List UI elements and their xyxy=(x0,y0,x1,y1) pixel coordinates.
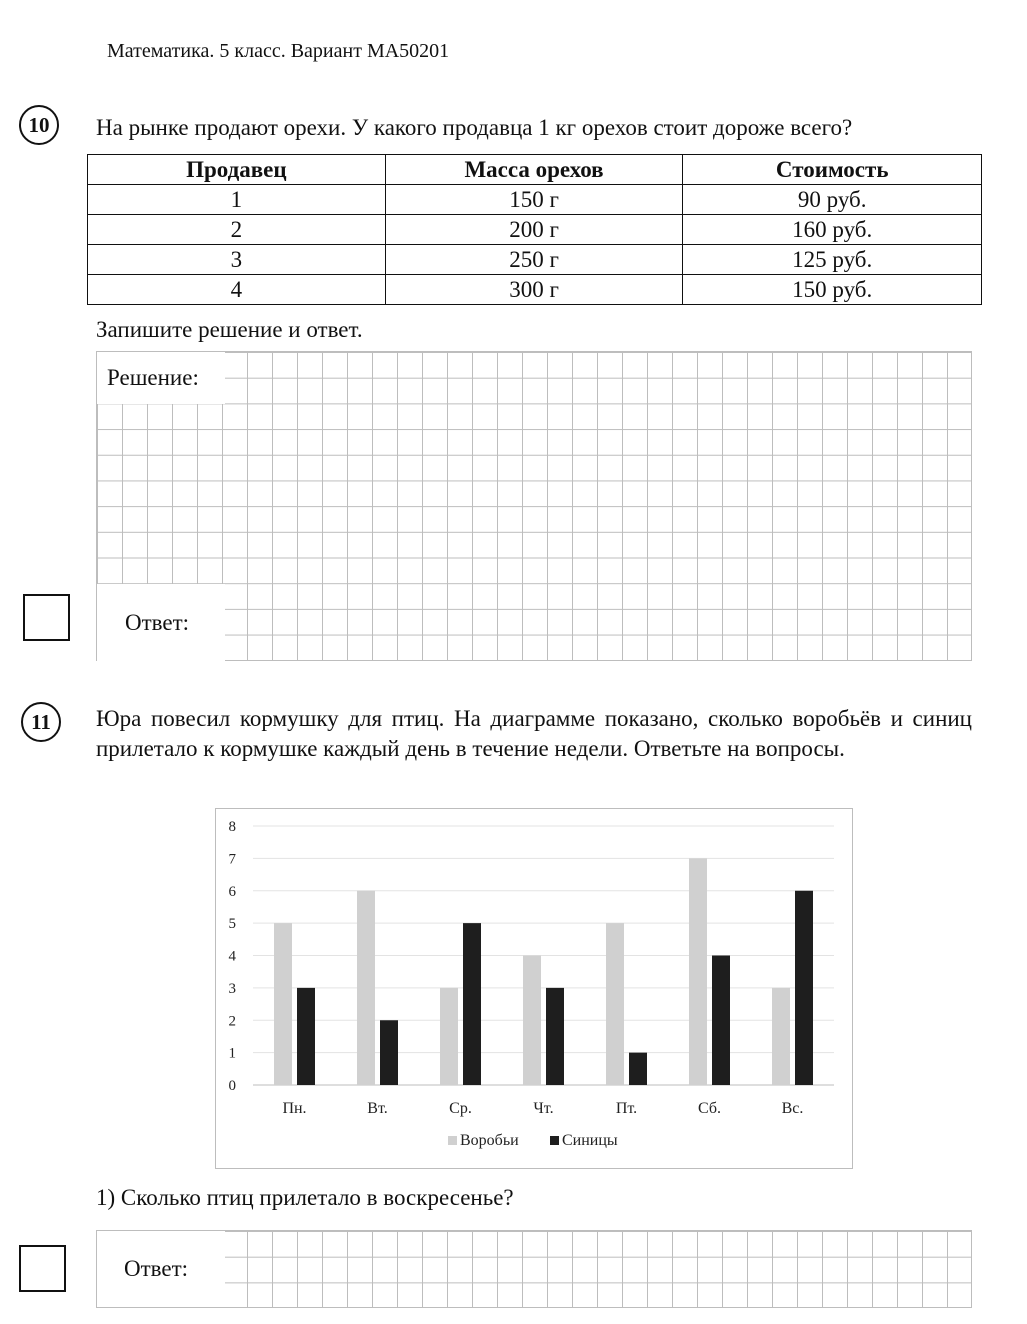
table-row: 3 250 г 125 руб. xyxy=(87,244,982,275)
solution-grid[interactable]: Решение: Ответ: xyxy=(96,351,972,661)
x-tick-label: Чт. xyxy=(533,1100,553,1117)
y-tick-label: 7 xyxy=(229,851,237,867)
answer-label-11: Ответ: xyxy=(97,1231,225,1307)
table-header-row: Продавец Масса орехов Стоимость xyxy=(87,154,982,185)
table-cell: 90 руб. xyxy=(682,184,982,215)
table-cell: 150 руб. xyxy=(682,274,982,305)
column-header-cost: Стоимость xyxy=(682,154,982,185)
table-cell: 150 г xyxy=(384,184,684,215)
column-header-mass: Масса орехов xyxy=(384,154,684,185)
legend-label: Синицы xyxy=(562,1132,618,1149)
table-row: 1 150 г 90 руб. xyxy=(87,184,982,215)
bar-tits xyxy=(712,955,730,1085)
bar-sparrows xyxy=(440,987,458,1085)
x-tick-label: Сб. xyxy=(698,1100,721,1117)
legend-label: Воробьи xyxy=(460,1132,519,1149)
table-cell: 3 xyxy=(87,244,386,275)
table-cell: 2 xyxy=(87,214,386,245)
bar-tits xyxy=(795,890,813,1085)
score-box-11[interactable] xyxy=(19,1245,66,1292)
bar-tits xyxy=(546,987,564,1085)
x-tick-label: Вт. xyxy=(367,1100,387,1117)
sellers-table: Продавец Масса орехов Стоимость 1 150 г … xyxy=(87,154,982,305)
x-tick-label: Пн. xyxy=(282,1100,306,1117)
table-cell: 250 г xyxy=(384,244,684,275)
y-tick-label: 2 xyxy=(229,1013,237,1029)
table-cell: 1 xyxy=(87,184,386,215)
bar-tits xyxy=(463,923,481,1085)
question-11-text: Юра повесил кормушку для птиц. На диагра… xyxy=(96,706,972,761)
x-tick-label: Ср. xyxy=(449,1100,472,1117)
legend-swatch xyxy=(550,1136,559,1145)
table-cell: 160 руб. xyxy=(682,214,982,245)
bar-sparrows xyxy=(357,890,375,1085)
bird-chart: 0 1 2 3 4 5 6 7 8 Пн. Вт. Ср. Чт. Пт. Сб. Вс. Воробьи Син… xyxy=(229,819,834,1149)
y-tick-label: 1 xyxy=(229,1046,237,1062)
answer-label-10: Ответ: xyxy=(97,584,225,661)
solution-label: Решение: xyxy=(97,352,225,404)
column-header-seller: Продавец xyxy=(87,154,386,185)
bar-sparrows xyxy=(772,987,790,1085)
bar-sparrows xyxy=(523,955,541,1085)
legend-swatch xyxy=(448,1136,457,1145)
table-cell: 200 г xyxy=(384,214,684,245)
x-tick-label: Пт. xyxy=(616,1100,637,1117)
table-row: 2 200 г 160 руб. xyxy=(87,214,982,245)
question-number-10: 10 xyxy=(19,105,59,145)
y-tick-label: 4 xyxy=(229,949,237,965)
score-box-10[interactable] xyxy=(23,594,70,641)
y-tick-label: 0 xyxy=(229,1078,237,1094)
table-cell: 300 г xyxy=(384,274,684,305)
page-header: Математика. 5 класс. Вариант МА50201 xyxy=(107,40,450,62)
bar-tits xyxy=(380,1020,398,1085)
bar-tits xyxy=(629,1052,647,1085)
table-cell: 125 руб. xyxy=(682,244,982,275)
table-row: 4 300 г 150 руб. xyxy=(87,274,982,305)
answer-grid-11[interactable]: Ответ: xyxy=(96,1230,972,1308)
bar-sparrows xyxy=(689,858,707,1085)
question-10-text: На рынке продают орехи. У какого продавц… xyxy=(96,115,853,140)
question-11-part-1: 1) Сколько птиц прилетало в воскресенье? xyxy=(96,1185,514,1210)
y-tick-label: 5 xyxy=(229,916,237,932)
question-number-11: 11 xyxy=(21,702,61,742)
bar-tits xyxy=(297,987,315,1085)
y-tick-label: 8 xyxy=(229,819,237,835)
instruction-text: Запишите решение и ответ. xyxy=(96,317,363,342)
bar-sparrows xyxy=(606,923,624,1085)
table-cell: 4 xyxy=(87,274,386,305)
y-tick-label: 6 xyxy=(229,884,237,900)
x-tick-label: Вс. xyxy=(782,1100,804,1117)
bar-sparrows xyxy=(274,923,292,1085)
y-tick-label: 3 xyxy=(229,981,237,997)
bird-chart-frame: 0 1 2 3 4 5 6 7 8 Пн. Вт. Ср. Чт. Пт. Сб. Вс. Воробьи Син… xyxy=(215,808,853,1169)
